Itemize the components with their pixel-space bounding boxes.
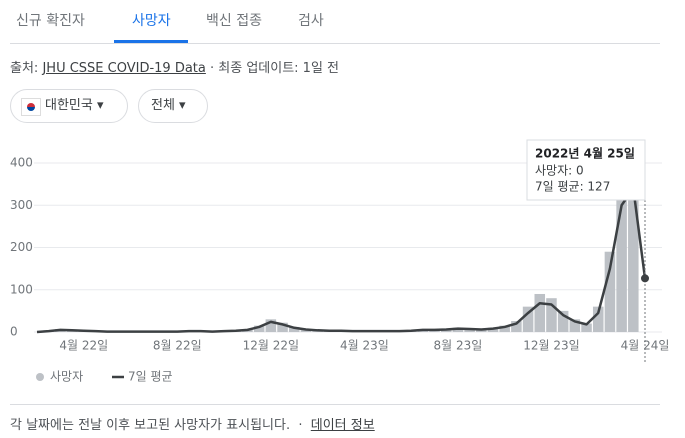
flag [21,98,41,116]
footer-sep: · [298,418,303,433]
y-tick-label: 300 [10,198,33,212]
bar [487,327,499,332]
tab[interactable]: 백신 접종 [206,13,262,29]
bar [604,251,616,332]
source-line: 출처: JHU CSSE COVID-19 Data · 최종 업데이트: 1일… [10,57,339,76]
y-tick-label: 400 [10,156,33,170]
bar [452,327,464,332]
y-tick-label: 200 [10,240,33,254]
bar [253,325,265,332]
tooltip-line: 7일 평균: 127 [535,180,610,194]
tab[interactable]: 신규 확진자 [16,13,85,29]
bar [511,321,522,332]
tooltip-line: 사망자: 0 [535,164,584,178]
tab-active[interactable]: 사망자 [132,13,171,29]
bar [616,171,627,332]
y-tick-label: 0 [10,325,18,339]
x-tick-label: 8월 23일 [434,339,483,353]
footer-note: 각 날짜에는 전날 이후 보고된 사망자가 표시됩니다. [10,418,291,433]
bar [499,325,510,332]
bar [592,306,604,332]
bar [581,323,592,332]
x-tick-label: 4월 22일 [59,339,108,353]
hover-dot [641,274,649,283]
dropdown-label: 전체 [151,98,175,113]
bar [569,319,581,332]
flag-emblem [27,103,35,111]
tab-indicator [114,40,188,43]
x-tick-label: 4월 23일 [340,339,389,353]
bar [557,310,569,332]
legend-label: 7일 평균 [128,370,173,384]
x-tick-label: 8월 22일 [153,339,202,353]
tab[interactable]: 검사 [298,13,324,29]
source-prefix: 출처: [10,61,39,76]
x-tick-label: 12월 23일 [523,339,579,353]
updated: · 최종 업데이트: 1일 전 [210,61,340,76]
line [36,187,647,334]
legend-swatch [36,373,44,381]
footer: 각 날짜에는 전날 이후 보고된 사망자가 표시됩니다. · 데이터 정보 [10,414,375,433]
bar [288,326,300,332]
country-dropdown[interactable]: 대한민국 ▾ [10,89,128,123]
source-link[interactable]: JHU CSSE COVID-19 Data [42,61,206,76]
x-tick-label: 12월 22일 [243,339,299,353]
bar [534,293,546,332]
tooltip [526,139,646,201]
tooltip-date: 2022년 4월 25일 [535,146,635,161]
bar [277,322,288,332]
range-dropdown[interactable]: 전체 ▾ [138,89,208,123]
y-tick-label: 100 [10,282,33,296]
footer-link[interactable]: 데이터 정보 [310,418,375,433]
divider [10,43,660,44]
chart: 0 100 200 300 400 4월 22일 8월 22일 12월 22일 4월 23일 8월… [10,139,669,384]
bar [522,306,534,332]
bar [628,179,639,332]
bar [546,298,557,332]
legend-label: 사망자 [50,370,83,384]
bar [265,319,277,332]
divider [10,404,660,405]
dropdown-label: 대한민국 [45,98,93,113]
